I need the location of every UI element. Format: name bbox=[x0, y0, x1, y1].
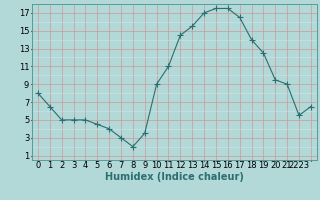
X-axis label: Humidex (Indice chaleur): Humidex (Indice chaleur) bbox=[105, 172, 244, 182]
